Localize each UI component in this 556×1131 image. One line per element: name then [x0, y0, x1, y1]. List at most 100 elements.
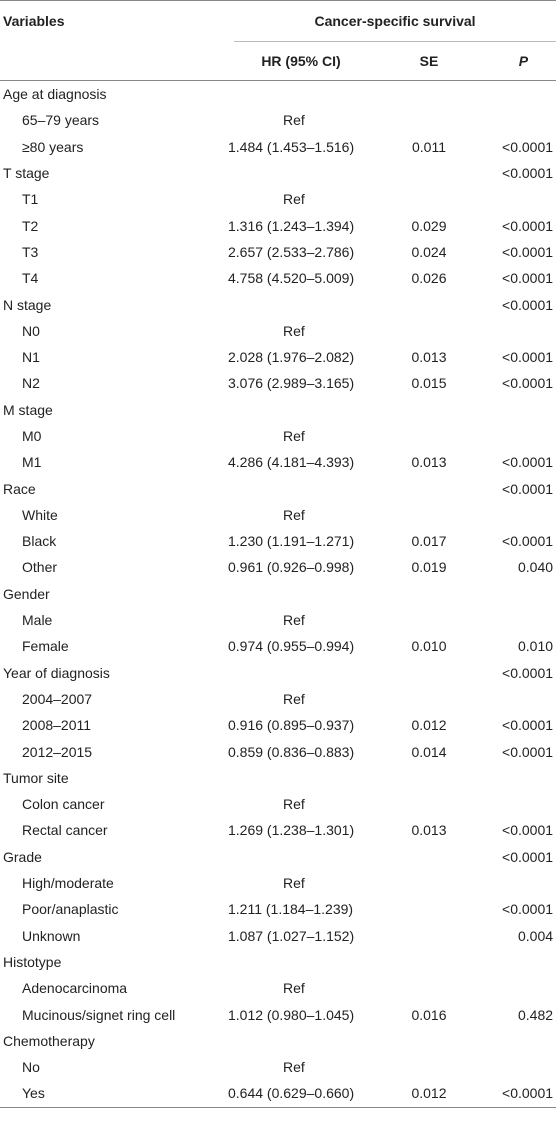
row-hr: Ref: [283, 191, 305, 208]
row-se: 0.017: [411, 533, 447, 550]
header-hr: HR (95% CI): [261, 53, 341, 69]
row-p: [484, 423, 556, 449]
table-row: Poor/anaplastic 1.211 (1.184–1.239) <0.000…: [0, 896, 556, 922]
row-se: [374, 975, 484, 1001]
row-p: 0.010: [517, 638, 554, 655]
row-se: [374, 1028, 484, 1054]
table-row: T4 4.758 (4.520–5.009) 0.026 <0.0001: [0, 265, 556, 291]
row-hr: 2.657 (2.533–2.786): [228, 243, 355, 260]
row-label: Rectal cancer: [22, 822, 108, 839]
table-row: Race <0.0001: [0, 475, 556, 501]
row-hr: Ref: [283, 428, 305, 444]
row-label: 2012–2015: [22, 743, 93, 760]
row-p: [484, 318, 556, 344]
row-se: 0.013: [411, 349, 447, 366]
row-se: 0.014: [411, 743, 447, 760]
row-se: [374, 686, 484, 712]
row-label: Age at diagnosis: [3, 86, 107, 103]
survival-table-container: Variables Cancer-specific survival HR (9…: [0, 0, 556, 1108]
table-row: T stage <0.0001: [0, 160, 556, 186]
row-hr: Ref: [283, 690, 305, 707]
row-label: Race: [3, 480, 36, 497]
row-p: <0.0001: [502, 743, 554, 760]
row-se: 0.026: [411, 270, 447, 287]
row-label: Adenocarcinoma: [22, 980, 128, 997]
row-hr: Ref: [283, 980, 305, 997]
row-p: [484, 791, 556, 817]
table-row: Age at diagnosis: [0, 81, 556, 108]
row-hr: Ref: [283, 506, 305, 523]
table-row: Other 0.961 (0.926–0.998) 0.019 0.040: [0, 554, 556, 580]
row-p: <0.0001: [502, 270, 554, 287]
row-se: 0.013: [411, 454, 447, 471]
row-hr: [228, 765, 374, 791]
row-hr: Ref: [283, 322, 305, 339]
row-p: <0.0001: [502, 349, 554, 366]
header-p: P: [518, 53, 529, 69]
row-label: 2008–2011: [22, 717, 92, 734]
row-p: [484, 870, 556, 896]
row-p: [484, 607, 556, 633]
row-p: <0.0001: [502, 165, 554, 182]
row-hr: [228, 949, 374, 975]
row-label: Histotype: [3, 953, 62, 970]
table-row: No Ref: [0, 1054, 556, 1080]
row-p: 0.040: [517, 559, 554, 576]
row-se: [374, 660, 484, 686]
table-row: T2 1.316 (1.243–1.394) 0.029 <0.0001: [0, 212, 556, 238]
row-label: Male: [22, 612, 53, 629]
row-se: [374, 1054, 484, 1080]
row-label: T1: [22, 191, 39, 208]
row-hr: [228, 160, 374, 186]
row-label: Chemotherapy: [3, 1032, 95, 1049]
row-se: [374, 107, 484, 133]
row-label: Black: [22, 533, 57, 550]
table-row: Female 0.974 (0.955–0.994) 0.010 0.010: [0, 633, 556, 659]
row-hr: 1.211 (1.184–1.239): [228, 901, 354, 918]
row-hr: 4.286 (4.181–4.393): [228, 454, 355, 471]
row-label: T4: [22, 270, 39, 287]
row-se: [374, 291, 484, 317]
row-label: M0: [22, 428, 42, 444]
row-label: 65–79 years: [22, 112, 100, 129]
row-label: White: [22, 506, 58, 523]
row-se: [374, 923, 484, 949]
table-row: Grade <0.0001: [0, 844, 556, 870]
row-se: [374, 870, 484, 896]
row-hr: [228, 581, 374, 607]
table-row: Mucinous/signet ring cell 1.012 (0.980–1.…: [0, 1001, 556, 1027]
row-p: [484, 1028, 556, 1054]
row-se: [374, 81, 484, 108]
row-se: [374, 581, 484, 607]
row-p: [484, 581, 556, 607]
table-row: T3 2.657 (2.533–2.786) 0.024 <0.0001: [0, 239, 556, 265]
row-hr: 1.012 (0.980–1.045): [228, 1006, 355, 1023]
row-hr: Ref: [283, 875, 305, 892]
row-p: [484, 81, 556, 108]
row-p: <0.0001: [502, 454, 554, 471]
row-p: <0.0001: [502, 664, 554, 681]
row-label: T2: [22, 217, 39, 234]
row-label: N stage: [3, 296, 52, 313]
row-label: T stage: [3, 165, 50, 182]
row-p: [484, 1054, 556, 1080]
table-row: N stage <0.0001: [0, 291, 556, 317]
row-hr: Ref: [283, 796, 305, 813]
table-row: 2004–2007 Ref: [0, 686, 556, 712]
table-row: N1 2.028 (1.976–2.082) 0.013 <0.0001: [0, 344, 556, 370]
row-label: Year of diagnosis: [3, 664, 110, 681]
row-p: [484, 107, 556, 133]
table-row: Black 1.230 (1.191–1.271) 0.017 <0.0001: [0, 528, 556, 554]
row-hr: 1.269 (1.238–1.301): [228, 822, 355, 839]
row-se: [374, 186, 484, 212]
table-row: 2008–2011 0.916 (0.895–0.937) 0.012 <0.0001: [0, 712, 556, 738]
row-se: 0.029: [411, 217, 447, 234]
row-hr: 0.916 (0.895–0.937): [228, 717, 355, 734]
row-label: Other: [22, 559, 58, 576]
row-label: M1: [22, 454, 42, 471]
row-p: <0.0001: [502, 217, 554, 234]
row-se: [374, 607, 484, 633]
row-p: [484, 975, 556, 1001]
row-p: <0.0001: [502, 480, 554, 497]
table-row: Rectal cancer 1.269 (1.238–1.301) 0.013 <0.…: [0, 817, 556, 843]
